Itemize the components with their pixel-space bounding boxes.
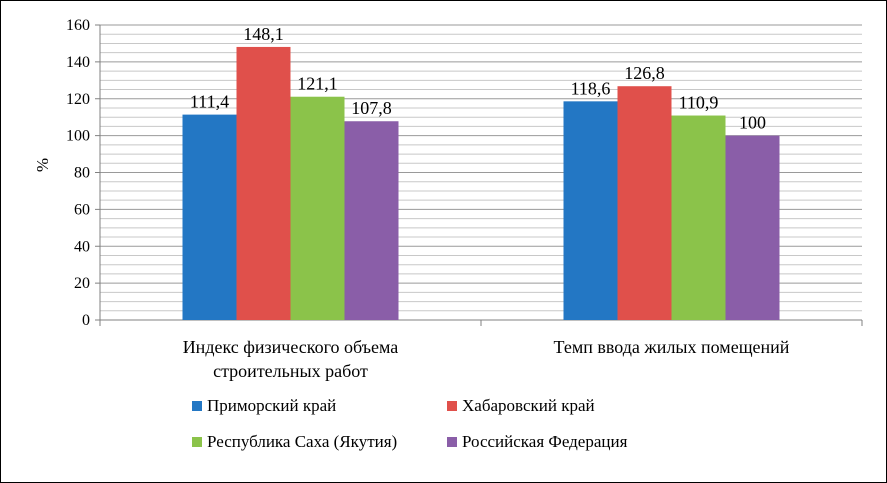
legend-swatch <box>192 401 202 411</box>
data-label: 118,6 <box>571 78 611 98</box>
legend-label: Хабаровский край <box>462 396 595 415</box>
data-labels: 111,4 148,1 121,1 107,8 118,6 126,8 110,9 100 <box>190 24 766 133</box>
category-label: Индекс физического объема <box>183 337 399 357</box>
y-tick-label: 60 <box>74 201 90 218</box>
data-label: 111,4 <box>190 92 229 112</box>
data-label: 110,9 <box>679 93 719 113</box>
y-tick-label: 140 <box>66 54 90 71</box>
data-label: 148,1 <box>243 24 284 44</box>
legend-label: Республика Саха (Якутия) <box>207 432 397 451</box>
bar <box>671 115 726 320</box>
y-tick-label: 20 <box>74 275 90 292</box>
category-labels: Индекс физического объема строительных ра… <box>183 337 790 381</box>
data-label: 107,8 <box>351 98 392 118</box>
bar <box>290 96 345 320</box>
legend-label: Российская Федерация <box>462 432 628 451</box>
y-tick-label: 40 <box>74 238 90 255</box>
data-label: 121,1 <box>297 74 338 94</box>
data-label: 126,8 <box>624 63 665 83</box>
bar <box>344 121 399 321</box>
y-tick-label: 120 <box>66 91 90 108</box>
data-label: 100 <box>739 113 766 133</box>
legend-swatch <box>447 437 457 447</box>
bars <box>182 46 780 321</box>
legend-label: Приморский край <box>207 396 336 415</box>
y-tick-label: 80 <box>74 165 90 182</box>
y-axis-ticks: 0 20 40 60 80 100 120 140 160 <box>66 17 100 329</box>
y-tick-label: 160 <box>66 17 90 34</box>
category-label: строительных работ <box>213 361 368 381</box>
bar <box>563 101 618 320</box>
bar <box>725 135 780 320</box>
category-label: Темп ввода жилых помещений <box>554 337 790 357</box>
y-axis-label: % <box>33 158 52 172</box>
bar <box>182 114 237 320</box>
bar <box>617 86 672 321</box>
legend-swatch <box>192 437 202 447</box>
legend-swatch <box>447 401 457 411</box>
y-tick-label: 0 <box>82 312 90 329</box>
y-tick-label: 100 <box>66 128 90 145</box>
bar <box>236 46 291 321</box>
legend: Приморский край Хабаровский край Республик… <box>192 396 628 451</box>
